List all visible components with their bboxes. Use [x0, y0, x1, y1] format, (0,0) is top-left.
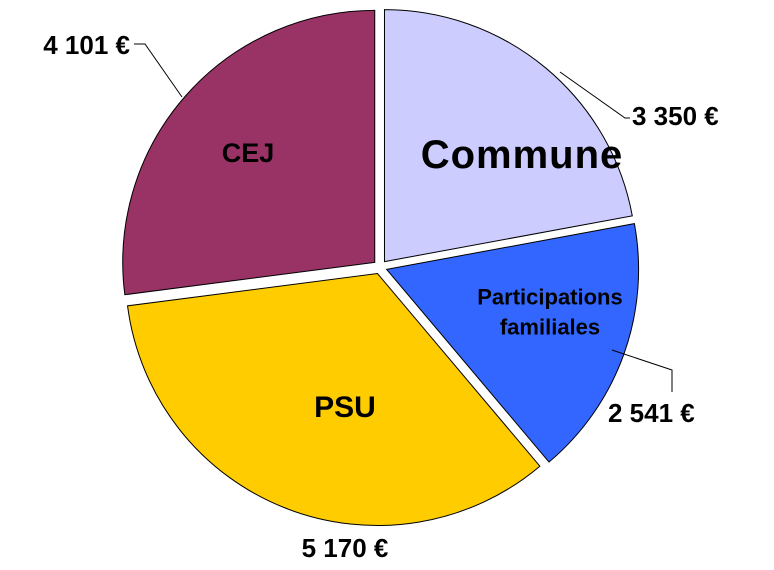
value-label: 5 170 € [302, 533, 389, 563]
slice-label: PSU [314, 390, 376, 424]
slice-label: CEJ [221, 137, 275, 168]
leader-line [611, 349, 673, 392]
pie-slice [383, 9, 633, 263]
leader-line [559, 71, 630, 119]
value-label: 2 541 € [608, 398, 695, 428]
value-label: 3 350 € [632, 101, 719, 131]
slice-label: Commune [420, 133, 624, 177]
pie-slice [126, 272, 541, 526]
slice-label: Participations familiales [477, 284, 623, 339]
leader-line [134, 43, 183, 98]
pie-slice [122, 9, 376, 296]
value-label: 4 101 € [43, 30, 130, 60]
